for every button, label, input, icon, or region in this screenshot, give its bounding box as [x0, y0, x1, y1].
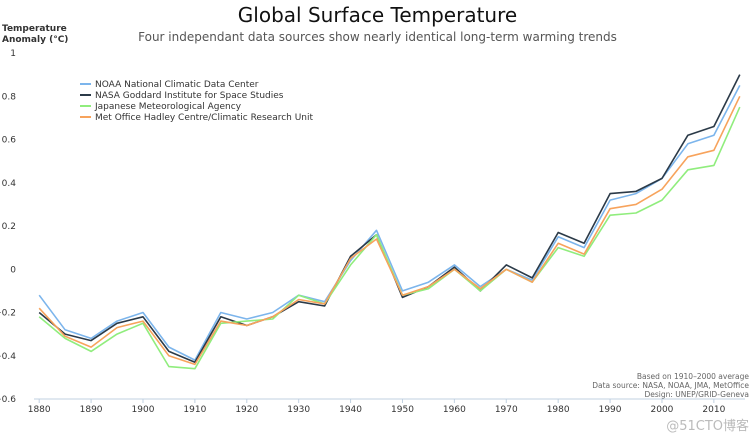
x-tick-label: 1960 — [443, 405, 466, 415]
series-lines — [38, 74, 741, 370]
watermark: @51CTO博客 — [666, 419, 749, 434]
chart-notes: Based on 1910–2000 average Data source: … — [592, 372, 749, 399]
note-source: Data source: NASA, NOAA, JMA, MetOffice — [592, 381, 749, 390]
note-baseline: Based on 1910–2000 average — [636, 372, 749, 381]
legend-item: NOAA National Climatic Data Center — [95, 80, 259, 90]
y-tick-label: 0.2 — [2, 222, 16, 232]
y-axis-ticks: 1 0.8 0.6 0.4 0.2 0 −0.2 −0.4 −0.6 — [0, 49, 16, 405]
legend-item: Japanese Meteorological Agency — [94, 102, 242, 112]
series-line — [38, 106, 741, 370]
y-tick-label: −0.6 — [0, 395, 16, 405]
note-design: Design: UNEP/GRID-Geneva — [644, 390, 749, 399]
series-line — [38, 85, 741, 361]
x-tick-label: 1900 — [132, 405, 155, 415]
y-tick-label: 0.4 — [2, 179, 17, 189]
y-tick-label: −0.2 — [0, 309, 16, 319]
y-axis-label-line2: Anomaly (°C) — [2, 35, 69, 45]
legend-item: Met Office Hadley Centre/Climatic Resear… — [95, 113, 314, 123]
x-tick-label: 1890 — [80, 405, 103, 415]
chart-title: Global Surface Temperature — [237, 3, 518, 27]
x-tick-label: 2000 — [651, 405, 674, 415]
x-tick-label: 1940 — [339, 405, 362, 415]
y-tick-label: 0.6 — [2, 136, 17, 146]
chart-subtitle: Four independant data sources show nearl… — [138, 30, 617, 44]
x-axis-ticks: 1880 1890 1900 1910 1920 1930 1940 1950 1960 1970… — [28, 399, 726, 415]
x-tick-label: 1950 — [391, 405, 414, 415]
x-tick-label: 1880 — [28, 405, 51, 415]
y-tick-label: 0 — [10, 265, 16, 275]
legend-item: NASA Goddard Institute for Space Studies — [95, 91, 284, 101]
x-tick-label: 2010 — [702, 405, 725, 415]
x-tick-label: 1930 — [287, 405, 310, 415]
y-tick-label: 0.8 — [2, 92, 17, 102]
series-line — [38, 95, 741, 366]
x-tick-label: 1970 — [495, 405, 518, 415]
y-axis-label: Temperature Anomaly (°C) — [2, 24, 68, 46]
x-tick-label: 1910 — [183, 405, 206, 415]
y-tick-label: −0.4 — [0, 352, 16, 362]
x-tick-label: 1990 — [599, 405, 622, 415]
y-tick-label: 1 — [10, 49, 16, 59]
x-tick-label: 1980 — [547, 405, 570, 415]
x-tick-label: 1920 — [235, 405, 258, 415]
y-axis-label-line1: Temperature — [2, 24, 67, 34]
